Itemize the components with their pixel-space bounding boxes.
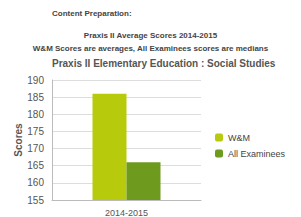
svg-text:185: 185 [27, 92, 44, 103]
svg-text:170: 170 [27, 143, 44, 154]
svg-text:2014-2015: 2014-2015 [105, 208, 148, 217]
svg-text:W&M Scores are averages, All E: W&M Scores are averages, All Examinees s… [33, 44, 269, 53]
svg-text:180: 180 [27, 109, 44, 120]
svg-text:Content Preparation:: Content Preparation: [52, 9, 132, 18]
svg-text:Scores: Scores [13, 123, 24, 157]
svg-text:175: 175 [27, 126, 44, 137]
svg-text:165: 165 [27, 160, 44, 171]
svg-text:190: 190 [27, 75, 44, 86]
svg-text:Praxis II Average Scores 2014-: Praxis II Average Scores 2014-2015 [84, 31, 218, 40]
svg-text:All Examinees: All Examinees [228, 149, 286, 159]
svg-text:W&M: W&M [228, 133, 250, 143]
svg-text:Praxis II Elementary Education: Praxis II Elementary Education : Social … [52, 58, 276, 69]
svg-text:160: 160 [27, 177, 44, 188]
svg-text:155: 155 [27, 195, 44, 206]
